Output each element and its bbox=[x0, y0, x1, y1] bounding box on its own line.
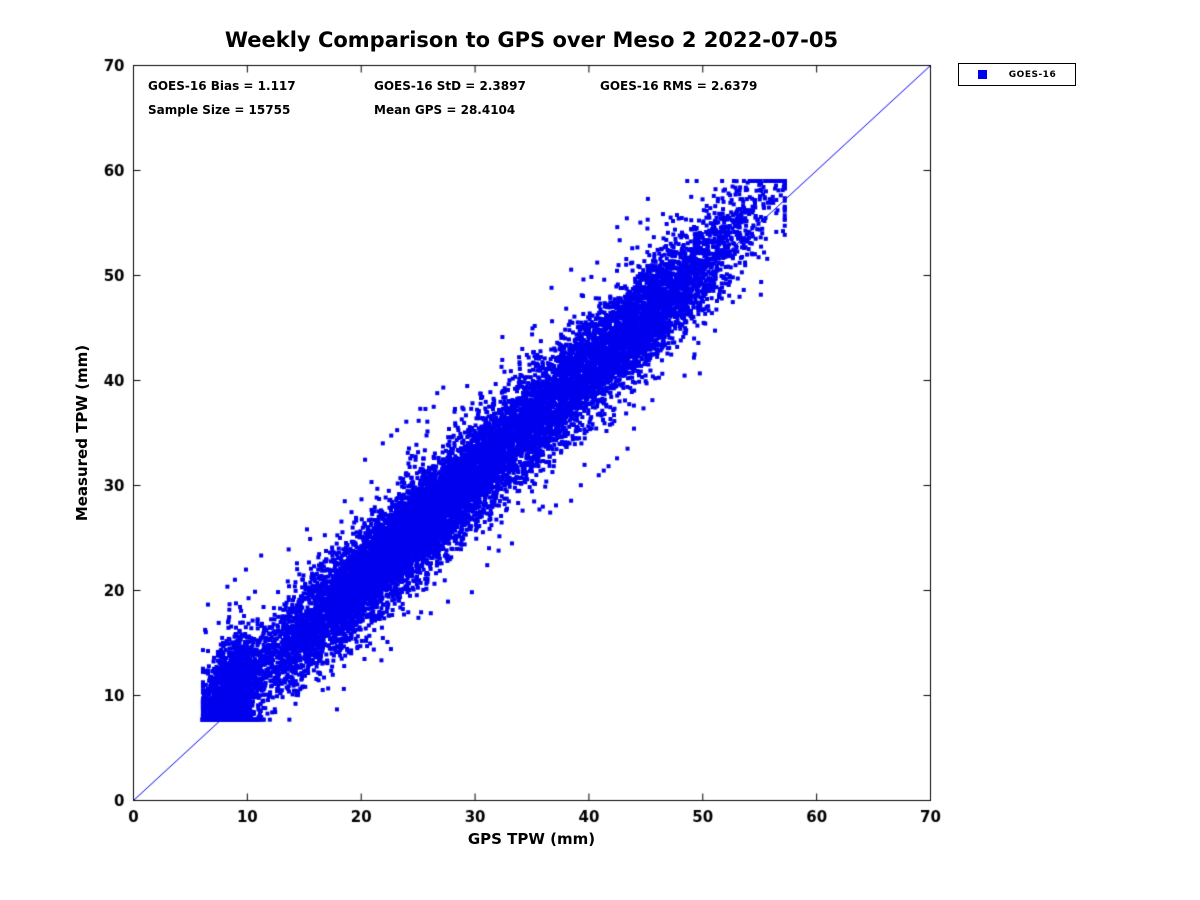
legend: GOES-16 bbox=[958, 63, 1076, 86]
stat-sample-size: Sample Size = 15755 bbox=[148, 103, 291, 117]
stat-mean-gps: Mean GPS = 28.4104 bbox=[374, 103, 516, 117]
y-axis-label-wrap: Measured TPW (mm) bbox=[70, 65, 94, 800]
stat-std: GOES-16 StD = 2.3897 bbox=[374, 79, 526, 93]
stat-bias: GOES-16 Bias = 1.117 bbox=[148, 79, 296, 93]
x-axis-label: GPS TPW (mm) bbox=[467, 830, 596, 848]
legend-square-marker-icon bbox=[977, 70, 987, 79]
stat-rms: GOES-16 RMS = 2.6379 bbox=[600, 79, 758, 93]
y-axis-label: Measured TPW (mm) bbox=[73, 344, 92, 521]
legend-label: GOES-16 bbox=[1008, 69, 1057, 80]
chart-title: Weekly Comparison to GPS over Meso 2 202… bbox=[224, 28, 839, 52]
